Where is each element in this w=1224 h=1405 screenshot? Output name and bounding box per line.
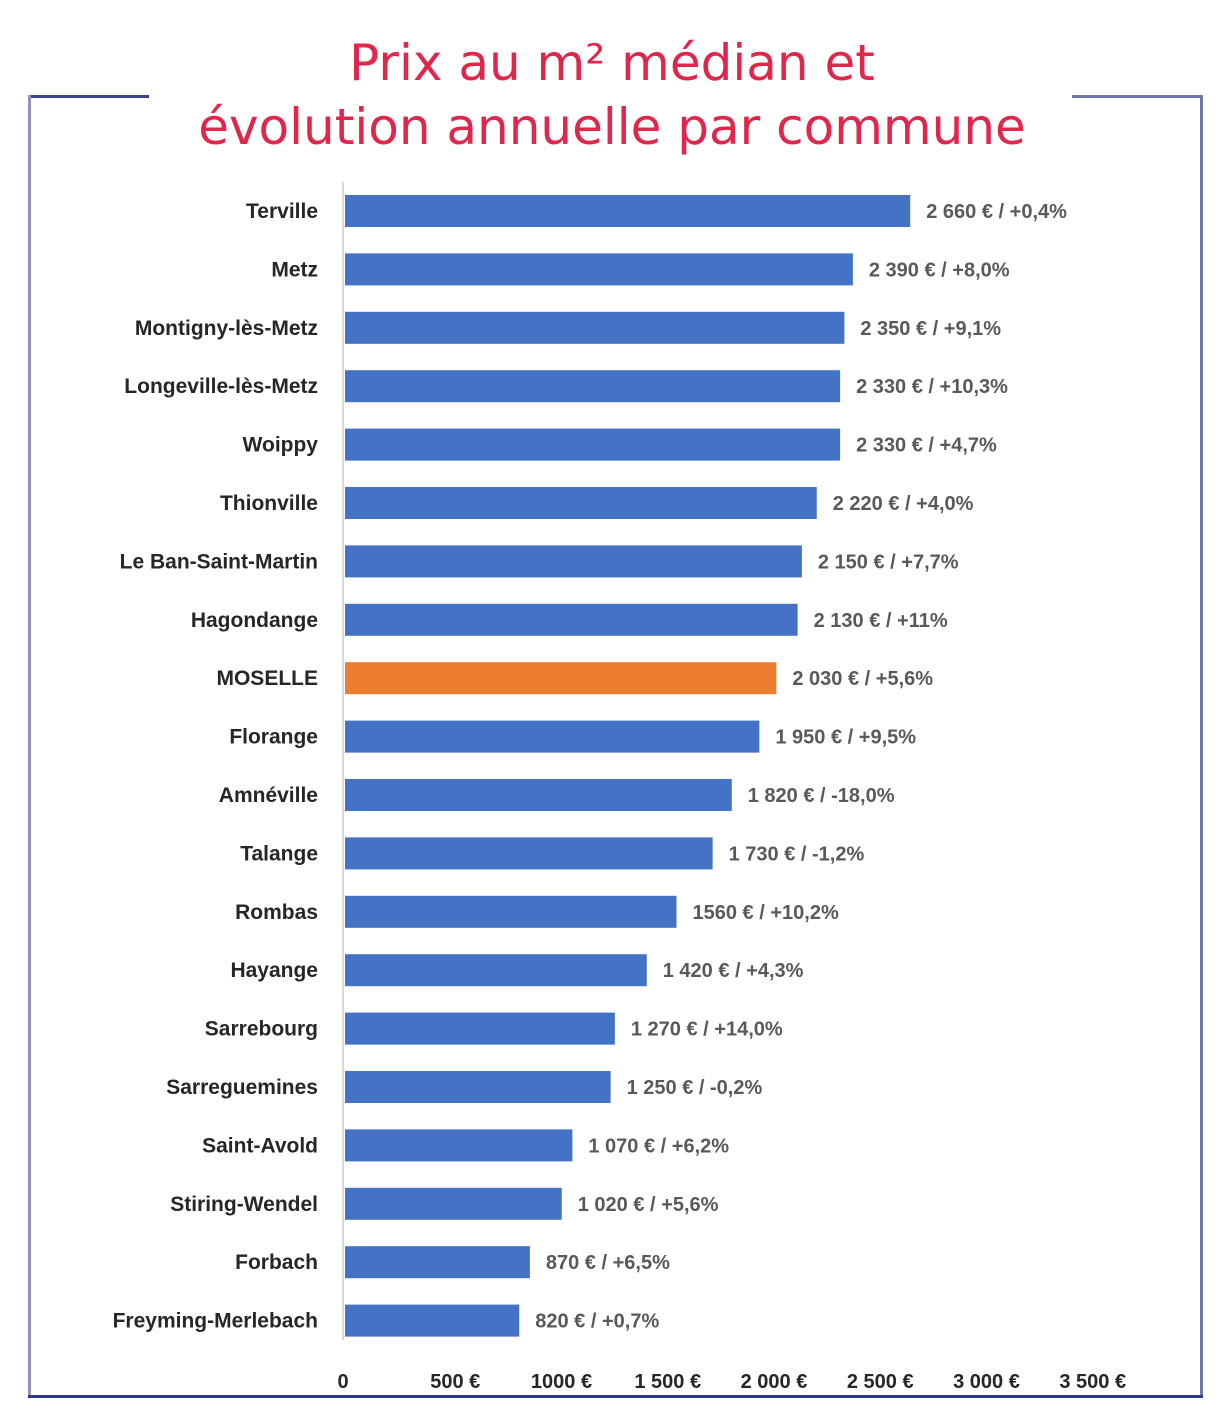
category-label: Montigny-lès-Metz <box>135 317 318 340</box>
category-label: Rombas <box>235 901 318 924</box>
frame-right <box>1200 95 1203 1397</box>
x-tick-label: 1 500 € <box>634 1371 701 1393</box>
data-label: 1 420 € / +4,3% <box>663 960 804 982</box>
bar <box>345 720 760 753</box>
bar <box>345 1187 562 1220</box>
x-tick-label: 0 <box>337 1371 348 1393</box>
category-label: Hayange <box>230 959 318 982</box>
category-label: Forbach <box>235 1251 318 1274</box>
bar <box>345 195 911 227</box>
category-label: MOSELLE <box>216 667 318 690</box>
bar <box>345 370 841 403</box>
data-label: 1 730 € / -1,2% <box>729 843 865 865</box>
data-label: 2 390 € / +8,0% <box>869 259 1010 281</box>
chart-title-line-1: Prix au m² médian et <box>349 34 875 92</box>
data-label: 2 220 € / +4,0% <box>833 493 974 515</box>
category-label: Hagondange <box>191 609 318 632</box>
bar <box>345 837 713 870</box>
chart-title-line-2: évolution annuelle par commune <box>198 98 1026 156</box>
bar <box>345 1304 520 1337</box>
x-tick-label: 3 000 € <box>953 1371 1020 1393</box>
data-label: 2 350 € / +9,1% <box>860 318 1001 340</box>
category-label: Florange <box>229 726 318 749</box>
data-label: 2 030 € / +5,6% <box>792 668 933 690</box>
category-label: Talange <box>240 842 318 865</box>
x-tick-label: 500 € <box>430 1371 480 1393</box>
frame-bottom <box>28 1395 1203 1398</box>
bar <box>345 253 853 286</box>
bar <box>345 545 802 578</box>
category-label: Saint-Avold <box>202 1134 318 1157</box>
category-label: Freyming-Merlebach <box>113 1310 318 1333</box>
data-label: 2 330 € / +10,3% <box>856 376 1008 398</box>
bar <box>345 779 732 811</box>
category-label: Sarrebourg <box>205 1018 318 1041</box>
bar <box>345 603 798 636</box>
data-label: 1 070 € / +6,2% <box>588 1135 729 1157</box>
category-label: Terville <box>246 200 318 223</box>
bar <box>345 1012 615 1045</box>
bar <box>345 1246 530 1279</box>
frame-top-left <box>28 95 149 98</box>
data-label: 1 250 € / -0,2% <box>627 1077 763 1099</box>
bar <box>345 895 677 928</box>
data-label: 2 330 € / +4,7% <box>856 435 997 457</box>
frame-top-right <box>1072 95 1203 98</box>
x-tick-label: 1000 € <box>531 1371 592 1393</box>
data-label: 1 270 € / +14,0% <box>631 1019 783 1041</box>
category-label: Amnéville <box>219 784 318 807</box>
bar <box>345 954 647 987</box>
bar <box>345 311 845 344</box>
x-tick-label: 3 500 € <box>1059 1371 1126 1393</box>
category-label: Thionville <box>220 492 318 515</box>
x-tick-label: 2 500 € <box>847 1371 914 1393</box>
data-label: 2 660 € / +0,4% <box>926 201 1067 223</box>
bar-highlight <box>345 662 777 695</box>
category-label: Longeville-lès-Metz <box>124 375 318 398</box>
category-label: Le Ban-Saint-Martin <box>120 550 318 573</box>
data-label: 870 € / +6,5% <box>546 1252 670 1274</box>
data-label: 1 950 € / +9,5% <box>775 727 916 749</box>
category-label: Sarreguemines <box>166 1076 318 1099</box>
frame-left <box>28 95 31 1397</box>
bar <box>345 1129 573 1162</box>
data-label: 1 020 € / +5,6% <box>578 1194 719 1216</box>
data-label: 1 820 € / -18,0% <box>748 785 895 807</box>
bar <box>345 487 817 519</box>
category-label: Stiring-Wendel <box>170 1193 318 1216</box>
data-label: 2 130 € / +11% <box>814 610 948 632</box>
data-label: 820 € / +0,7% <box>535 1311 659 1333</box>
bar <box>345 1071 611 1103</box>
data-label: 1560 € / +10,2% <box>693 902 839 924</box>
data-label: 2 150 € / +7,7% <box>818 551 959 573</box>
bar <box>345 428 841 461</box>
x-tick-label: 2 000 € <box>741 1371 808 1393</box>
category-label: Woippy <box>243 434 319 457</box>
category-label: Metz <box>271 258 318 281</box>
